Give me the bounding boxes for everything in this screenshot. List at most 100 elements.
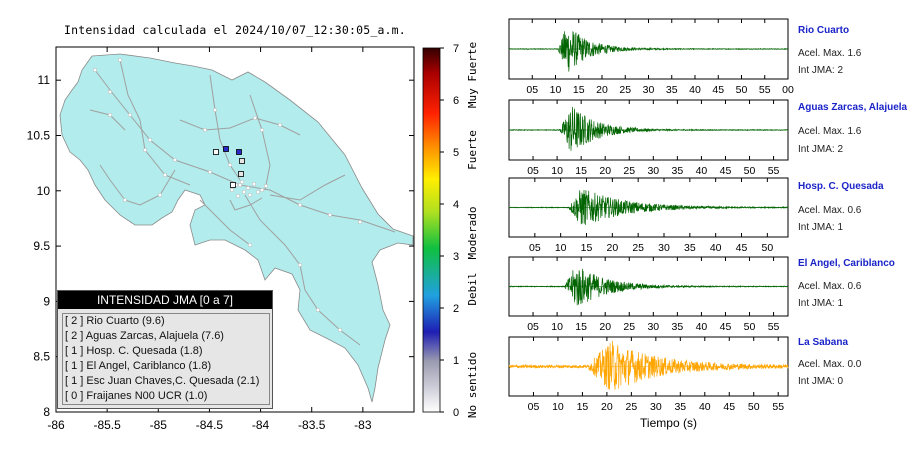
waveform-tick-label: 10 [551, 165, 563, 177]
waveform-tick-label: 10 [552, 401, 564, 413]
y-tick-label: 10.5 [27, 128, 51, 142]
waveform-tick-label: 10 [555, 242, 567, 254]
road-network [89, 59, 396, 346]
waveform-tick-label: 30 [650, 401, 662, 413]
colorbar-label: No sentido [466, 352, 479, 418]
station-markers [213, 146, 245, 188]
waveform-tick-label: 05 [526, 84, 538, 96]
city-dot [298, 263, 302, 267]
city-dot [278, 123, 282, 127]
colorbar-label: Fuerte [466, 130, 479, 170]
city-dot [358, 220, 362, 224]
city-dot [108, 90, 112, 94]
waveform-tick-label: 35 [674, 401, 686, 413]
waveform-tick-label: 40 [699, 401, 711, 413]
y-tick-label: 8.5 [33, 350, 50, 364]
waveform-tick-label: 20 [601, 401, 613, 413]
y-tick-label: 9.5 [33, 239, 50, 253]
colorbar [422, 47, 441, 413]
waveform-tick-label: 50 [736, 84, 748, 96]
waveform-tick-label: 30 [647, 321, 659, 333]
colorbar-tick-label: 7 [453, 43, 459, 55]
city-dot [230, 188, 234, 192]
station-int: Int JMA: 2 [798, 144, 844, 155]
city-dot [240, 180, 244, 184]
city-dot [260, 188, 264, 192]
waveform-tick-label: 35 [672, 165, 684, 177]
waveform-tick-label: 15 [575, 165, 587, 177]
station-int: Int JMA: 1 [798, 298, 844, 309]
x-tick-label: -84 [252, 418, 270, 432]
waveform-x-label: Tiempo (s) [640, 416, 697, 430]
waveform-tick-label: 50 [744, 165, 756, 177]
waveform-tick-label: 40 [696, 165, 708, 177]
y-tick-label: 10 [37, 184, 51, 198]
waveform-tick-label: 35 [672, 321, 684, 333]
city-dot [143, 148, 147, 152]
waveform-tick-label: 55 [768, 321, 780, 333]
station-marker [236, 149, 242, 155]
station-acel: Acel. Max. 1.6 [798, 48, 862, 59]
x-tick-label: -86 [47, 418, 65, 432]
x-tick-label: -83 [354, 418, 372, 432]
waveform-trace [508, 106, 789, 151]
waveform-tick-label: 00 [782, 84, 794, 96]
city-dot [253, 116, 257, 120]
colorbar-tick-label: 5 [453, 147, 459, 159]
waveform-tick-label: 45 [736, 242, 748, 254]
waveform-tick-label: 55 [772, 401, 784, 413]
x-tick-label: -84.5 [196, 418, 224, 432]
city-dot [252, 182, 256, 186]
city-dot [264, 184, 268, 188]
city-markers [93, 58, 362, 332]
legend-title: INTENSIDAD JMA [0 a 7] [58, 291, 272, 309]
colorbar-ticks: 0 1 2 3 4 5 6 7 [440, 43, 459, 419]
colorbar-labels: No sentido Debil Moderado Fuerte Muy Fuerte [466, 42, 479, 418]
waveform-tick-label: 30 [643, 84, 655, 96]
station-title: Hosp. C. Quesada [798, 181, 884, 192]
waveform-trace [508, 189, 789, 225]
city-dot [203, 128, 207, 132]
legend-list: [ 2 ] Rio Cuarto (9.6) [ 2 ] Aguas Zarca… [62, 313, 270, 405]
legend-item: [ 1 ] Hosp. C. Quesada (1.8) [65, 345, 203, 357]
waveform-tick-label: 50 [744, 321, 756, 333]
y-tick-label: 11 [38, 73, 51, 87]
station-acel: Acel. Max. 0.6 [798, 205, 862, 216]
colorbar-tick-label: 6 [453, 95, 459, 107]
colorbar-label: Muy Fuerte [466, 42, 479, 108]
waveform-tick-label: 20 [599, 321, 611, 333]
city-dot [248, 193, 252, 197]
intensity-legend: INTENSIDAD JMA [0 a 7] [ 2 ] Rio Cuarto … [57, 290, 273, 409]
station-marker [213, 149, 219, 155]
colorbar-tick-label: 0 [453, 407, 459, 419]
waveform-tick-label: 15 [575, 321, 587, 333]
colorbar-label: Debil [466, 272, 479, 305]
waveform-tick-label: 45 [720, 321, 732, 333]
legend-item: [ 1 ] Esc Juan Chaves,C. Quesada (2.1) [65, 375, 260, 387]
map-x-axis: -86 -85.5 -85 -84.5 -84 -83.5 -83 [47, 47, 372, 432]
city-dot [256, 190, 260, 194]
city-dot [108, 113, 112, 117]
city-dot [298, 203, 302, 207]
station-acel: Acel. Max. 0.6 [798, 281, 862, 292]
legend-item: [ 0 ] Fraijanes N00 UCR (1.0) [65, 390, 208, 402]
map-title: Intensidad calculada el 2024/10/07_12:30… [64, 23, 406, 37]
waveform-tick-label: 35 [666, 84, 678, 96]
waveform-tick-label: 55 [759, 84, 771, 96]
waveform-tick-label: 05 [529, 242, 541, 254]
waveform-tick-label: 15 [581, 242, 593, 254]
city-dot [328, 213, 332, 217]
waveform-tick-label: 05 [527, 321, 539, 333]
city-dot [148, 138, 152, 142]
x-tick-label: -85 [150, 418, 168, 432]
y-tick-label: 8 [43, 405, 50, 419]
waveform-tick-label: 15 [573, 84, 585, 96]
city-dot [228, 163, 232, 167]
city-dot [163, 173, 167, 177]
colorbar-tick-label: 4 [453, 199, 459, 211]
city-dot [246, 186, 250, 190]
legend-item: [ 1 ] El Angel, Cariblanco (1.8) [65, 360, 212, 372]
waveform-tick-label: 05 [528, 401, 540, 413]
legend-item: [ 2 ] Aguas Zarcas, Alajuela (7.6) [65, 330, 224, 342]
legend-item: [ 2 ] Rio Cuarto (9.6) [65, 315, 165, 327]
